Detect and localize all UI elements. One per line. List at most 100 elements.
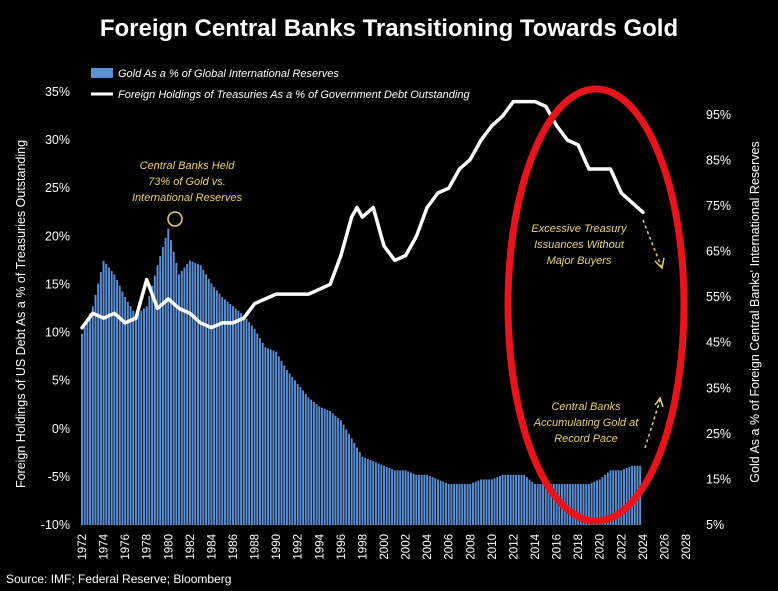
x-tick-label: 2004 (422, 533, 434, 559)
gold-bar (210, 283, 213, 525)
gold-bar (356, 447, 358, 525)
gold-bar (89, 313, 92, 525)
gold-bar (221, 297, 224, 525)
gold-bar (226, 301, 229, 525)
x-tick-label: 2028 (681, 534, 693, 560)
gold-bar (329, 411, 332, 525)
gold-bar (256, 333, 259, 525)
gold-bar (498, 476, 501, 525)
right-y-tick-label: 55% (706, 290, 731, 304)
gold-bar (191, 261, 194, 525)
gold-bar (312, 401, 315, 525)
left-y-tick-label: 10% (45, 326, 70, 340)
peak-marker-circle (167, 211, 183, 227)
gold-bar (520, 474, 523, 525)
annotation-line: Accumulating Gold at (533, 417, 639, 429)
x-tick-label: 1988 (250, 534, 262, 560)
gold-bar (442, 481, 445, 525)
gold-bar (455, 483, 458, 525)
gold-bar (318, 406, 321, 525)
gold-bar (153, 275, 156, 525)
gold-bar (121, 291, 124, 525)
arrowhead-icon (654, 396, 664, 408)
gold-bar (461, 483, 464, 525)
gold-bar (552, 483, 555, 525)
dashed-arrow-down (642, 219, 662, 267)
annotation-line: Excessive Treasury (531, 223, 628, 235)
gold-bar (334, 415, 337, 525)
gold-bar (248, 322, 251, 525)
gold-bar (345, 429, 348, 525)
gold-bar (137, 313, 140, 525)
gold-bar (485, 479, 488, 525)
gold-bar (420, 474, 423, 525)
gold-bar (280, 360, 283, 525)
gold-bar (124, 297, 127, 525)
gold-bar (110, 270, 113, 525)
gold-bar (380, 464, 383, 525)
gold-bar (102, 260, 105, 525)
x-tick-label: 2010 (487, 534, 499, 560)
x-tick-label: 2018 (573, 534, 585, 560)
gold-bar (480, 479, 483, 525)
gold-bar (598, 479, 601, 525)
gold-bar (196, 264, 199, 525)
gold-bar (129, 306, 132, 525)
legend-line-label: Foreign Holdings of Treasuries As a % of… (118, 89, 470, 101)
gold-bar (366, 458, 369, 525)
source-note: Source: IMF; Federal Reserve; Bloomberg (6, 572, 231, 586)
gold-bar (469, 483, 472, 525)
gold-bar (593, 481, 596, 525)
gold-bar (596, 480, 598, 525)
gold-bar (358, 452, 361, 525)
treasury-line (80, 99, 645, 330)
gold-bar (585, 483, 588, 525)
x-tick-label: 2006 (444, 534, 456, 560)
right-y-tick-label: 95% (706, 108, 731, 122)
gold-bar (350, 438, 353, 525)
gold-bar (353, 442, 356, 525)
gold-bar (213, 286, 216, 525)
gold-bar (285, 370, 288, 525)
right-y-tick-label: 65% (706, 245, 731, 259)
gold-bar (145, 306, 148, 525)
gold-bar (590, 482, 593, 525)
right-y-tick-label: 25% (706, 427, 731, 441)
gold-bar (428, 476, 431, 525)
gold-bar (170, 240, 172, 525)
gold-bar (94, 294, 97, 525)
gold-bar (291, 376, 294, 525)
gold-bar (631, 465, 634, 525)
x-tick-label: 2026 (659, 534, 671, 560)
gold-bar (612, 470, 615, 525)
gold-bar (601, 477, 604, 525)
left-y-tick-label: 5% (52, 374, 70, 388)
gold-bar (323, 408, 326, 525)
gold-bar (310, 399, 313, 525)
x-tick-label: 1990 (271, 534, 283, 560)
gold-bar (229, 303, 232, 525)
x-tick-label: 2012 (508, 534, 520, 560)
gold-bar (267, 348, 270, 525)
gold-bar (377, 463, 380, 525)
left-y-tick-label: 30% (45, 133, 70, 147)
gold-bar (307, 397, 310, 525)
gold-bar (488, 479, 491, 525)
gold-bar (253, 329, 256, 525)
x-tick-label: 2002 (401, 534, 413, 560)
gold-bar (579, 483, 582, 525)
x-tick-label: 1978 (142, 534, 154, 560)
gold-bar (547, 483, 550, 525)
gold-bar (361, 456, 364, 525)
gold-bar (482, 479, 485, 525)
gold-bar (186, 264, 189, 525)
gold-bar (105, 264, 108, 525)
gold-bar (445, 482, 447, 525)
gold-bar (180, 270, 183, 525)
gold-bar (302, 390, 305, 525)
x-tick-label: 1992 (293, 534, 305, 560)
gold-bar (423, 474, 426, 525)
x-tick-label: 2020 (595, 534, 607, 560)
arrowhead-icon (654, 257, 665, 270)
annotation-line: Central Banks Held (140, 160, 236, 172)
